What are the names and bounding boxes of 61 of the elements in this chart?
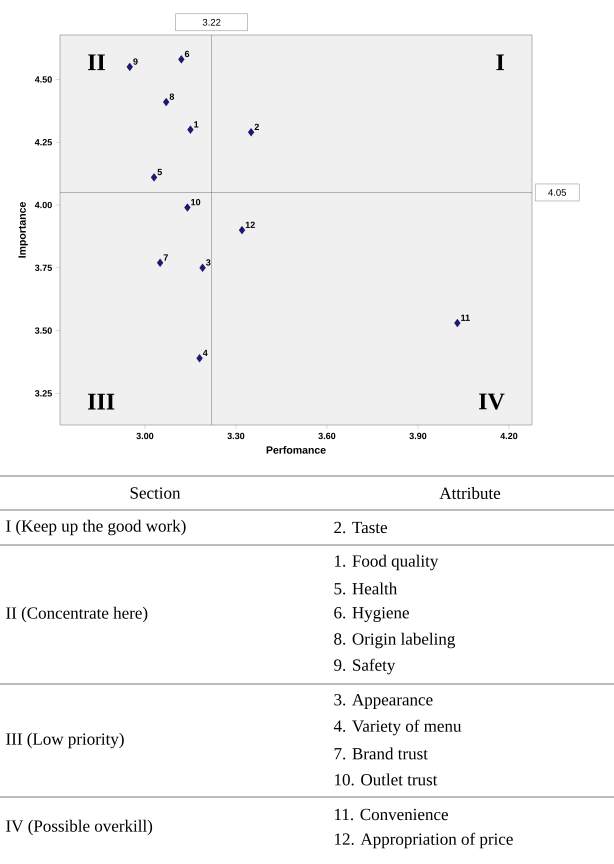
annotation: 5 (158, 168, 162, 176)
point (187, 125, 194, 134)
annotation: 3 (206, 259, 210, 266)
point (184, 203, 191, 212)
annotation: III (88, 394, 114, 410)
point (238, 226, 246, 234)
point (162, 98, 170, 106)
y-tick-label: 3.25 (34, 390, 52, 397)
text: Section (130, 487, 180, 499)
text: 12. Appropriation of price (335, 832, 513, 848)
point (196, 354, 203, 362)
y-tick-label: 3.50 (34, 327, 52, 334)
annotation: 4 (202, 350, 208, 356)
x-tick-label: 3.60 (318, 432, 336, 440)
annotation: 8 (170, 93, 174, 100)
annotation: 10 (191, 198, 200, 206)
y-tick-label: 4.00 (34, 202, 52, 208)
point (150, 173, 158, 182)
text: 10. Outlet trust (335, 773, 438, 786)
ref-line-label: 4.05 (548, 189, 566, 196)
annotation: 6 (184, 50, 190, 58)
text: 7. Brand trust (334, 747, 428, 760)
point (248, 128, 254, 136)
point (454, 318, 461, 328)
x-tick-label: 3.30 (227, 432, 244, 440)
x-tick-label: 3.00 (136, 432, 154, 440)
text: 3. Appearance (334, 694, 433, 709)
point (178, 55, 185, 64)
text: III (Low priority) (6, 732, 124, 748)
text: 11. Convenience (335, 808, 448, 820)
text: IV (Possible overkill) (6, 820, 152, 836)
point (126, 62, 133, 72)
annotation: IV (479, 394, 505, 410)
text: 6. Hygiene (334, 607, 409, 622)
annotation: 1 (194, 121, 198, 128)
annotation: 9 (133, 58, 138, 65)
text: I (Keep up the good work) (6, 520, 186, 536)
text: 1. Food quality (335, 554, 438, 570)
text: II (Concentrate here) (6, 606, 148, 622)
text: 8. Origin labeling (334, 632, 456, 648)
annotation: II (88, 54, 105, 70)
text: 9. Safety (334, 658, 396, 674)
annotation: 11 (461, 314, 470, 321)
text: 5. Health (334, 582, 398, 595)
ref-line-label: 3.22 (202, 18, 220, 26)
text: 2. Taste (334, 522, 387, 534)
y-tick-label: 4.50 (34, 76, 52, 83)
y-axis-title: Importance (18, 202, 28, 258)
point (156, 258, 164, 267)
text: Attribute (439, 487, 500, 499)
x-tick-label: 3.90 (409, 432, 426, 440)
annotation: 7 (164, 254, 168, 261)
y-tick-label: 3.75 (34, 264, 52, 271)
annotation: I (496, 54, 504, 70)
point (199, 264, 206, 272)
x-tick-label: 4.20 (500, 432, 518, 440)
text: 4. Variety of menu (334, 720, 462, 736)
y-tick-label: 4.25 (34, 139, 52, 146)
x-axis-title: Perfomance (266, 446, 326, 454)
annotation: 2 (254, 124, 259, 130)
annotation: 12 (246, 222, 255, 228)
